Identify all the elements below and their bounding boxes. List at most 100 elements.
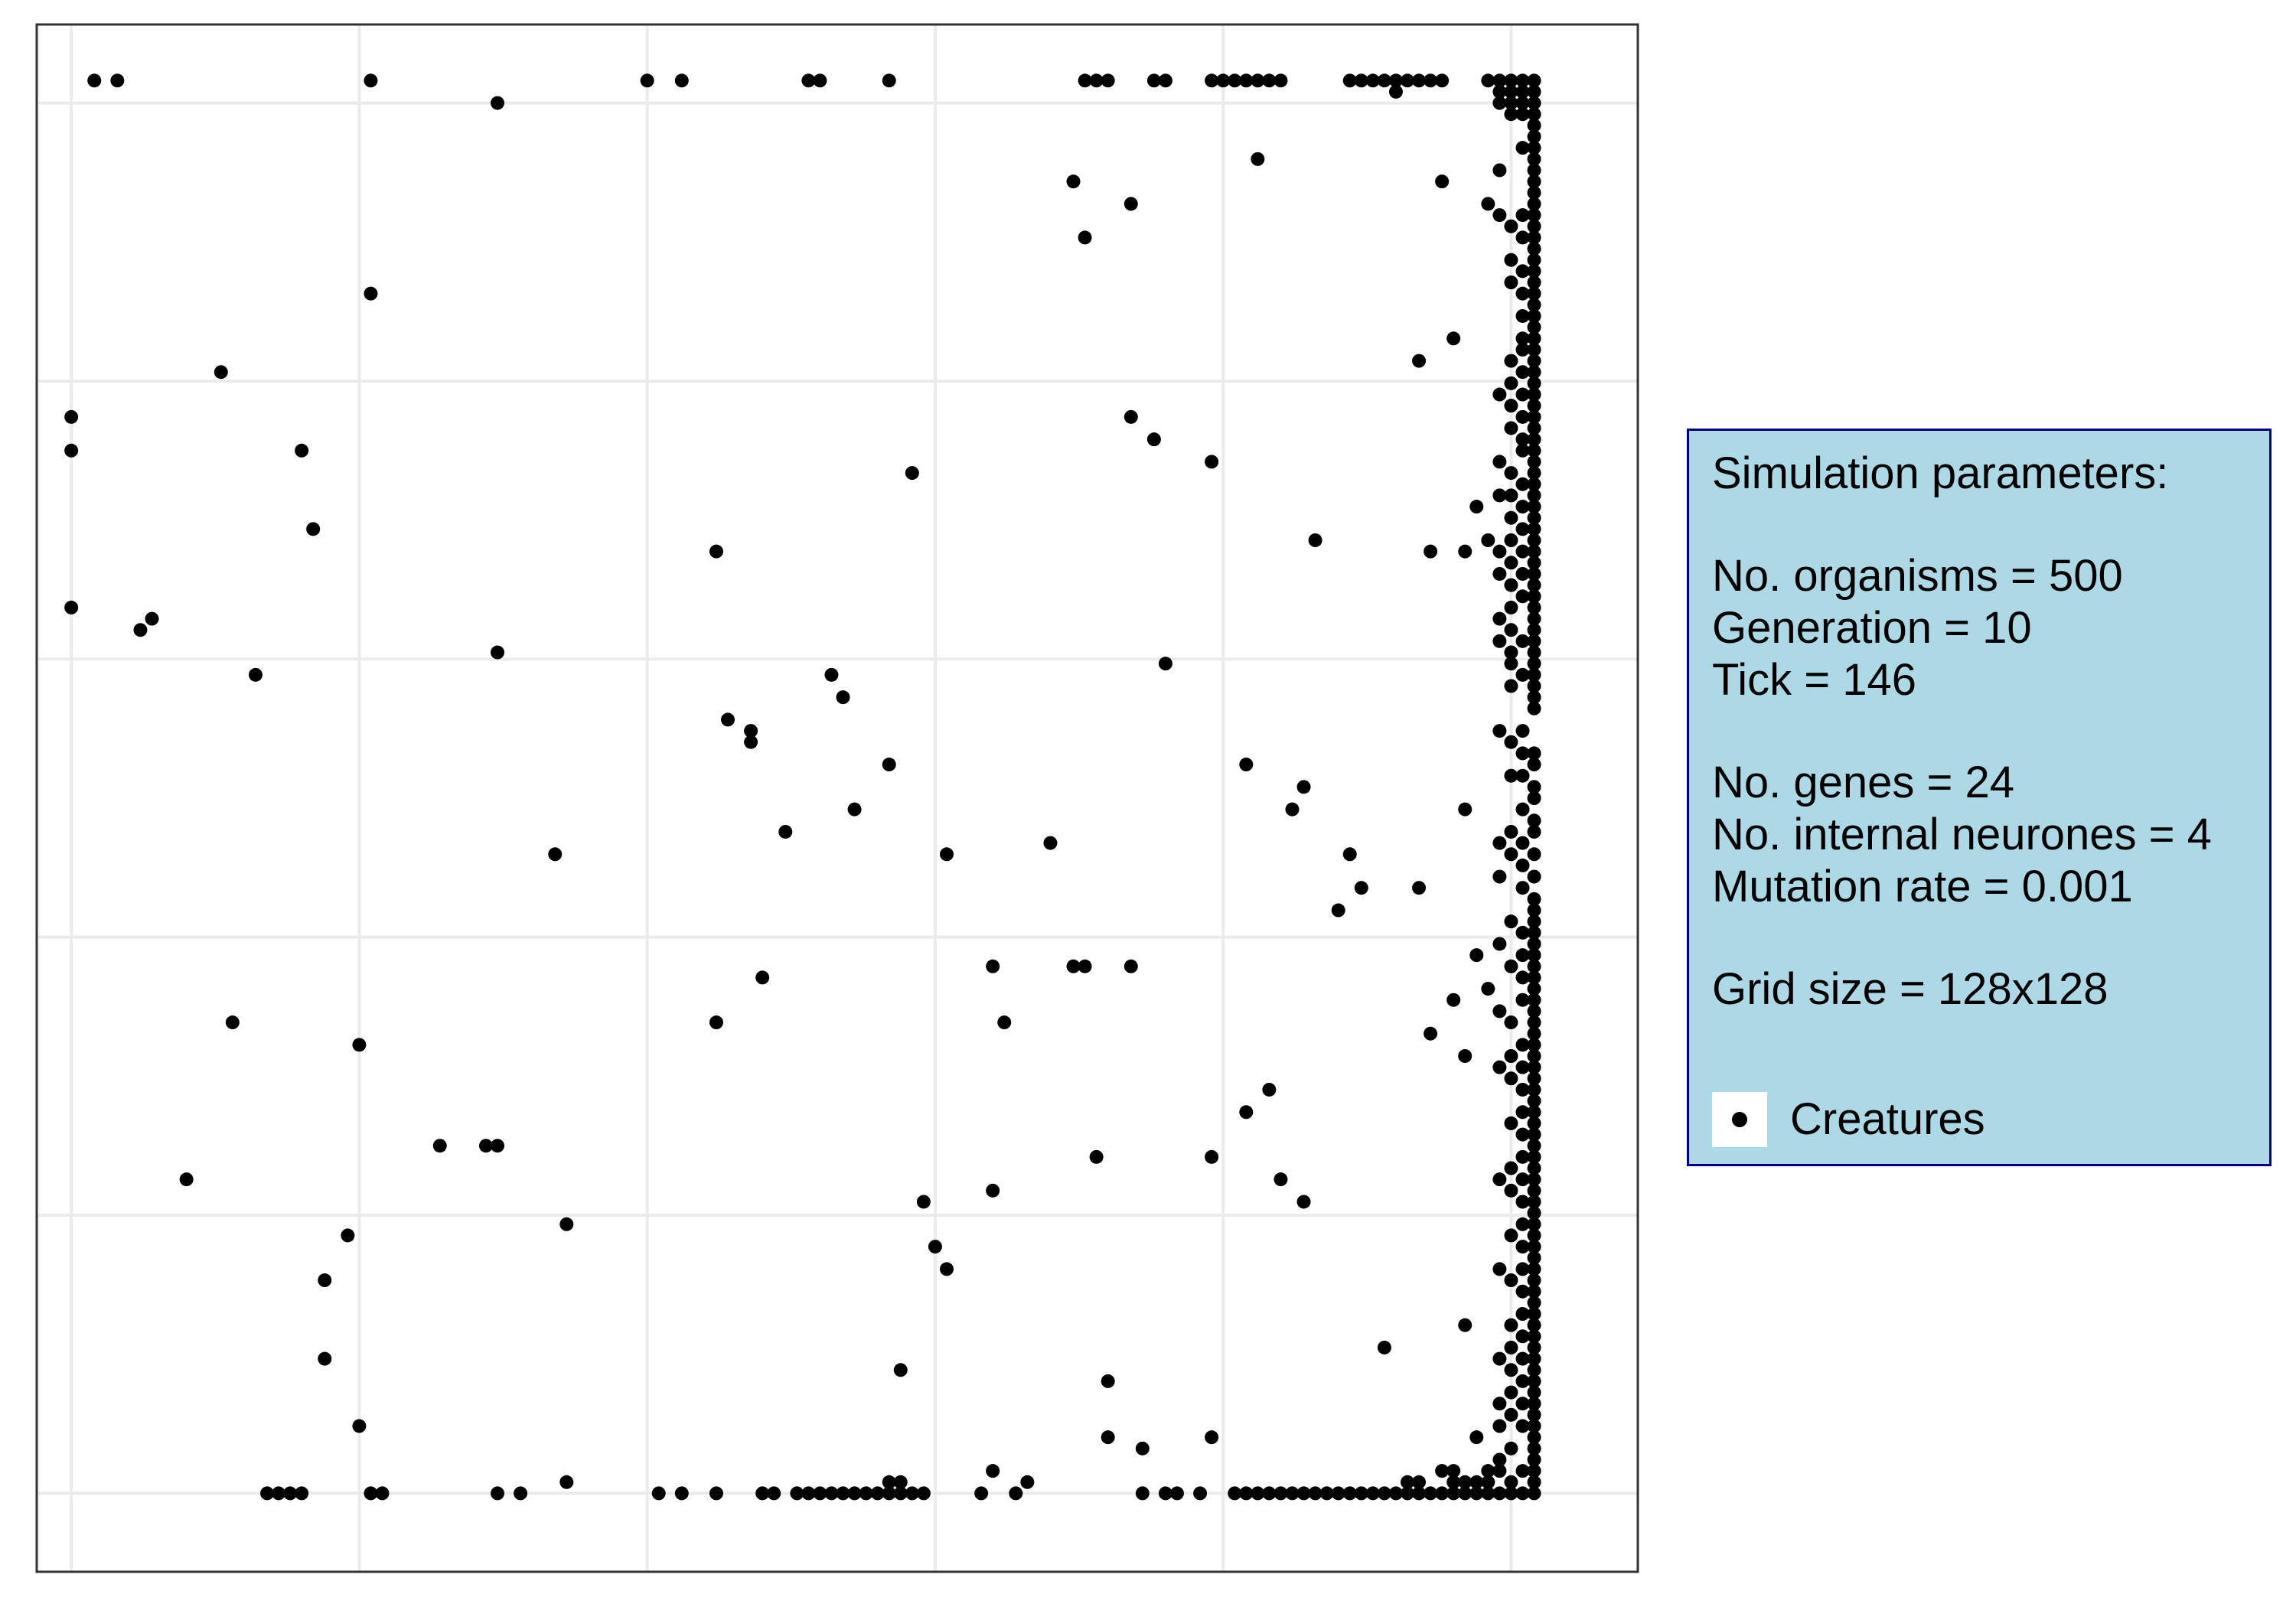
creature-point-90 <box>1527 589 1541 604</box>
creature-point-396 <box>1158 1486 1172 1501</box>
creature-point-162 <box>64 443 79 458</box>
creature-point-369 <box>491 1486 505 1501</box>
creature-point-11 <box>1146 73 1161 88</box>
creature-point-239 <box>1527 1116 1541 1130</box>
creature-point-205 <box>1527 780 1541 794</box>
creature-point-49 <box>1527 141 1541 155</box>
creature-point-277 <box>1469 948 1484 963</box>
creature-point-191 <box>1285 802 1300 817</box>
creature-point-73 <box>1527 399 1541 413</box>
creature-point-237 <box>1527 1094 1541 1108</box>
creature-point-432 <box>1481 1475 1495 1489</box>
creature-point-17 <box>1251 73 1265 88</box>
creature-point-133 <box>1515 500 1530 514</box>
creature-point-243 <box>1527 1161 1541 1175</box>
creature-point-16 <box>1239 73 1254 88</box>
creature-point-401 <box>1251 1486 1265 1501</box>
creature-point-381 <box>836 1486 850 1501</box>
creature-point-61 <box>1527 264 1541 279</box>
creature-point-325 <box>1424 1026 1438 1041</box>
creature-point-45 <box>1515 107 1530 122</box>
creature-point-106 <box>1492 163 1507 178</box>
creature-point-316 <box>1515 1397 1530 1411</box>
creature-point-140 <box>1481 533 1495 547</box>
creature-point-309 <box>1504 1340 1518 1354</box>
creature-point-164 <box>306 522 321 536</box>
creature-point-39 <box>1527 84 1541 99</box>
creature-point-168 <box>145 611 159 626</box>
creature-point-261 <box>1527 1363 1541 1377</box>
creature-point-184 <box>548 847 563 862</box>
creature-point-115 <box>1504 275 1518 289</box>
creature-point-5 <box>801 73 816 88</box>
creature-point-292 <box>1515 1127 1530 1142</box>
creature-point-315 <box>1492 1397 1507 1411</box>
legend-mutation: Mutation rate = 0.001 <box>1712 862 2133 911</box>
creature-point-355 <box>352 1419 367 1433</box>
creature-point-342 <box>986 1183 1000 1198</box>
creature-point-23 <box>1377 73 1391 88</box>
creature-point-250 <box>1527 1240 1541 1254</box>
creature-point-128 <box>1492 455 1507 469</box>
creature-point-388 <box>916 1486 931 1501</box>
creature-point-356 <box>1101 1430 1115 1445</box>
creature-point-120 <box>1504 376 1518 390</box>
creature-point-366 <box>295 1486 309 1501</box>
creature-point-278 <box>1504 959 1518 973</box>
creature-point-393 <box>986 1464 1000 1478</box>
creature-point-53 <box>1527 174 1541 189</box>
creature-point-196 <box>1458 802 1473 817</box>
creature-point-395 <box>1135 1486 1150 1501</box>
creature-point-71 <box>1527 376 1541 390</box>
creature-point-332 <box>709 1015 723 1030</box>
creature-point-204 <box>1504 768 1518 783</box>
creature-point-173 <box>709 544 723 559</box>
creature-point-151 <box>1504 645 1518 660</box>
creature-point-317 <box>1504 1407 1518 1422</box>
creature-point-293 <box>1515 1149 1530 1164</box>
creature-point-57 <box>1527 219 1541 233</box>
creature-point-331 <box>1078 959 1092 973</box>
creature-point-425 <box>1400 1475 1414 1489</box>
creature-point-322 <box>1066 959 1081 973</box>
creature-point-270 <box>1527 1464 1541 1478</box>
creature-point-284 <box>1515 1038 1530 1052</box>
creature-point-411 <box>1365 1486 1380 1501</box>
creature-point-87 <box>1527 556 1541 570</box>
creature-point-418 <box>1446 1486 1461 1501</box>
creature-point-181 <box>824 667 839 682</box>
creature-point-283 <box>1504 1015 1518 1030</box>
creature-point-41 <box>1504 96 1518 110</box>
creature-point-272 <box>1527 1486 1541 1501</box>
creature-point-365 <box>283 1486 298 1501</box>
creature-point-109 <box>1515 208 1530 223</box>
creature-point-169 <box>1124 409 1138 424</box>
plot-panel-border <box>35 23 1639 1573</box>
creature-point-348 <box>318 1273 332 1288</box>
creature-point-112 <box>1515 264 1530 279</box>
legend-key-row: Creatures <box>1712 1092 2246 1147</box>
creature-point-62 <box>1527 275 1541 289</box>
creature-point-130 <box>1515 477 1530 491</box>
creature-point-132 <box>1492 488 1507 503</box>
creature-point-379 <box>813 1486 827 1501</box>
creature-point-165 <box>491 645 505 660</box>
creature-point-187 <box>939 847 954 862</box>
creature-point-246 <box>1527 1195 1541 1209</box>
creature-point-254 <box>1527 1284 1541 1299</box>
creature-point-75 <box>1527 421 1541 435</box>
creature-point-95 <box>1527 645 1541 660</box>
creature-point-423 <box>1504 1486 1518 1501</box>
creature-point-215 <box>1504 847 1518 862</box>
creature-point-302 <box>1515 1262 1530 1276</box>
creature-point-287 <box>1492 1060 1507 1074</box>
creature-point-406 <box>1308 1486 1322 1501</box>
creature-point-416 <box>1424 1486 1438 1501</box>
creature-point-147 <box>1504 600 1518 614</box>
legend-heading: Simulation parameters: <box>1712 448 2169 498</box>
creature-point-397 <box>1169 1486 1184 1501</box>
creature-point-79 <box>1527 466 1541 481</box>
creature-point-402 <box>1262 1486 1277 1501</box>
creature-point-121 <box>1515 387 1530 402</box>
legend-organisms: No. organisms = 500 <box>1712 551 2123 601</box>
